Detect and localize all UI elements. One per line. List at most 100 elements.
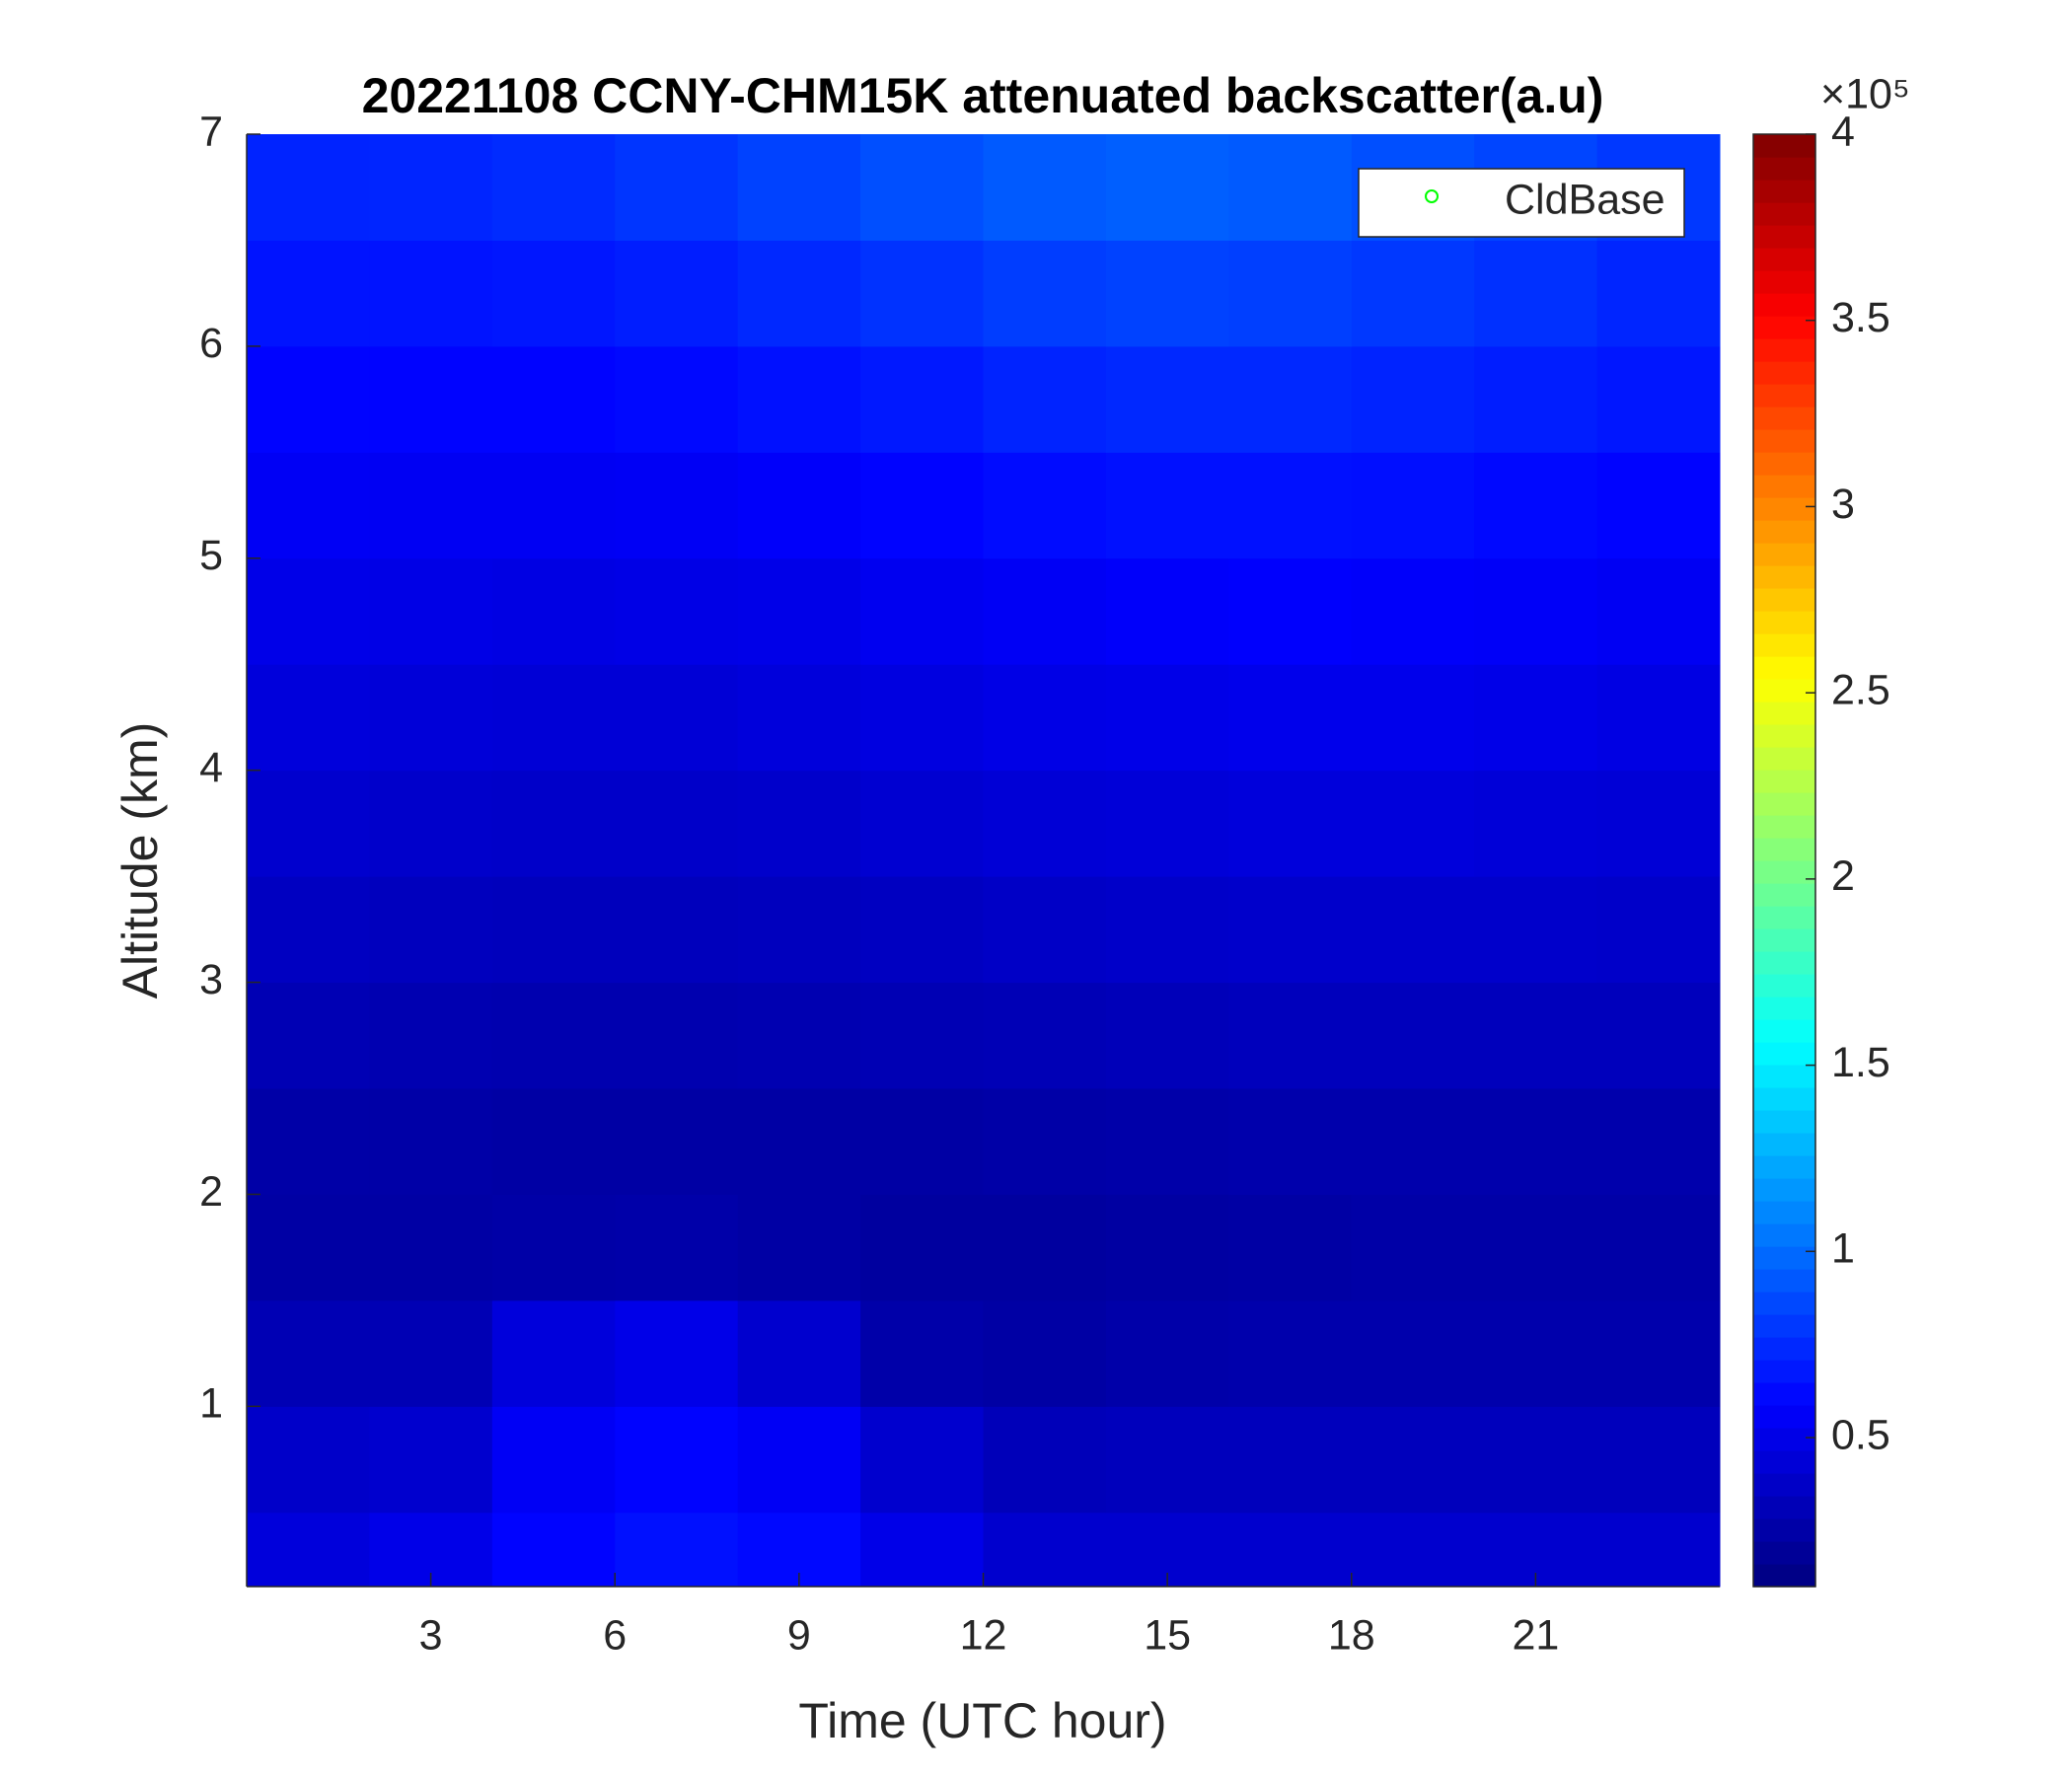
heatmap-cell (1351, 1512, 1475, 1588)
heatmap-cell (860, 664, 984, 772)
heatmap-cell (737, 982, 861, 1089)
colorbar-step (1753, 202, 1815, 226)
heatmap-cell (860, 1512, 984, 1588)
x-tick-label: 21 (1512, 1611, 1559, 1659)
colorbar-step (1753, 656, 1815, 680)
colorbar-step (1753, 338, 1815, 362)
colorbar-step (1753, 906, 1815, 929)
heatmap-cell (737, 876, 861, 984)
heatmap-cell (1596, 1406, 1721, 1514)
heatmap-cell (1474, 452, 1598, 559)
colorbar-step (1753, 1042, 1815, 1066)
heatmap-cell (1228, 452, 1353, 559)
heatmap-cell (491, 876, 616, 984)
heatmap-cell (615, 1299, 739, 1407)
heatmap-cell (491, 240, 616, 347)
colorbar-step (1753, 1246, 1815, 1270)
heatmap-cell (247, 557, 370, 665)
colorbar-step (1753, 565, 1815, 589)
heatmap-cell (1228, 1406, 1353, 1514)
x-tick-label: 15 (1144, 1611, 1191, 1659)
heatmap-cell (983, 1088, 1107, 1195)
heatmap-cell (860, 557, 984, 665)
y-tick-label: 2 (199, 1168, 223, 1216)
colorbar-step (1753, 747, 1815, 771)
colorbar-step (1753, 407, 1815, 430)
colorbar-step (1753, 1405, 1815, 1429)
colorbar-step (1753, 452, 1815, 476)
y-tick-label: 1 (199, 1380, 223, 1428)
y-tick-label: 4 (199, 744, 223, 791)
heatmap-cell (983, 452, 1107, 559)
colorbar-step (1753, 1019, 1815, 1043)
heatmap-cell (247, 770, 370, 877)
colorbar-step (1753, 860, 1815, 884)
heatmap-cell (737, 664, 861, 772)
colorbar-step (1753, 838, 1815, 861)
colorbar-tick-label: 3.5 (1831, 294, 1890, 341)
colorbar-step (1753, 1564, 1815, 1588)
heatmap-cell (860, 982, 984, 1089)
heatmap-cell (1228, 557, 1353, 665)
heatmap-cell (491, 1299, 616, 1407)
heatmap-cell (860, 1299, 984, 1407)
heatmap-cell (369, 876, 493, 984)
heatmap-cell (1105, 982, 1229, 1089)
colorbar-step (1753, 180, 1815, 203)
heatmap-cell (491, 1512, 616, 1588)
heatmap-cell (860, 134, 984, 241)
colorbar-step (1753, 1314, 1815, 1338)
heatmap-cell (369, 452, 493, 559)
colorbar-tick-label: 2.5 (1831, 667, 1890, 714)
heatmap-cell (247, 240, 370, 347)
colorbar-step (1753, 157, 1815, 181)
heatmap-cell (369, 345, 493, 453)
colorbar-step (1753, 429, 1815, 453)
heatmap-cell (615, 1194, 739, 1301)
heatmap-cell (737, 557, 861, 665)
heatmap-cell (1105, 134, 1229, 241)
colorbar-step (1753, 543, 1815, 566)
heatmap-cell (491, 345, 616, 453)
colorbar-step (1753, 1360, 1815, 1383)
legend-label: CldBase (1505, 176, 1665, 223)
heatmap-cell (983, 982, 1107, 1089)
heatmap-cell (1228, 1299, 1353, 1407)
heatmap-cell (369, 240, 493, 347)
heatmap-cell (737, 1406, 861, 1514)
heatmap-cell (737, 1299, 861, 1407)
heatmap-cell (491, 452, 616, 559)
colorbar-step (1753, 1087, 1815, 1111)
heatmap-cell (1228, 134, 1353, 241)
heatmap-cell (860, 876, 984, 984)
colorbar-step (1753, 611, 1815, 634)
heatmap-cell (1596, 982, 1721, 1089)
heatmap-cell (1474, 770, 1598, 877)
heatmap-cell (491, 1406, 616, 1514)
colorbar-step (1753, 724, 1815, 748)
heatmap-cell (983, 1194, 1107, 1301)
colorbar-step (1753, 1541, 1815, 1565)
heatmap-cell (615, 345, 739, 453)
colorbar-step (1753, 792, 1815, 816)
colorbar-step (1753, 384, 1815, 407)
heatmap-cell (615, 240, 739, 347)
colorbar-step (1753, 974, 1815, 998)
colorbar-step (1753, 225, 1815, 249)
heatmap-cell (737, 1194, 861, 1301)
heatmap-cell (615, 134, 739, 241)
x-tick-label: 12 (960, 1611, 1007, 1659)
heatmap-cell (1596, 557, 1721, 665)
heatmap-cell (1596, 240, 1721, 347)
colorbar-step (1753, 1201, 1815, 1224)
heatmap-cell (491, 664, 616, 772)
colorbar-step (1753, 1065, 1815, 1088)
heatmap-cell (860, 240, 984, 347)
heatmap-cell (615, 1406, 739, 1514)
heatmap-cell (1596, 452, 1721, 559)
colorbar-tick-label: 3 (1831, 481, 1855, 528)
heatmap-cell (860, 770, 984, 877)
heatmap-cell (1228, 240, 1353, 347)
heatmap-cell (1351, 876, 1475, 984)
